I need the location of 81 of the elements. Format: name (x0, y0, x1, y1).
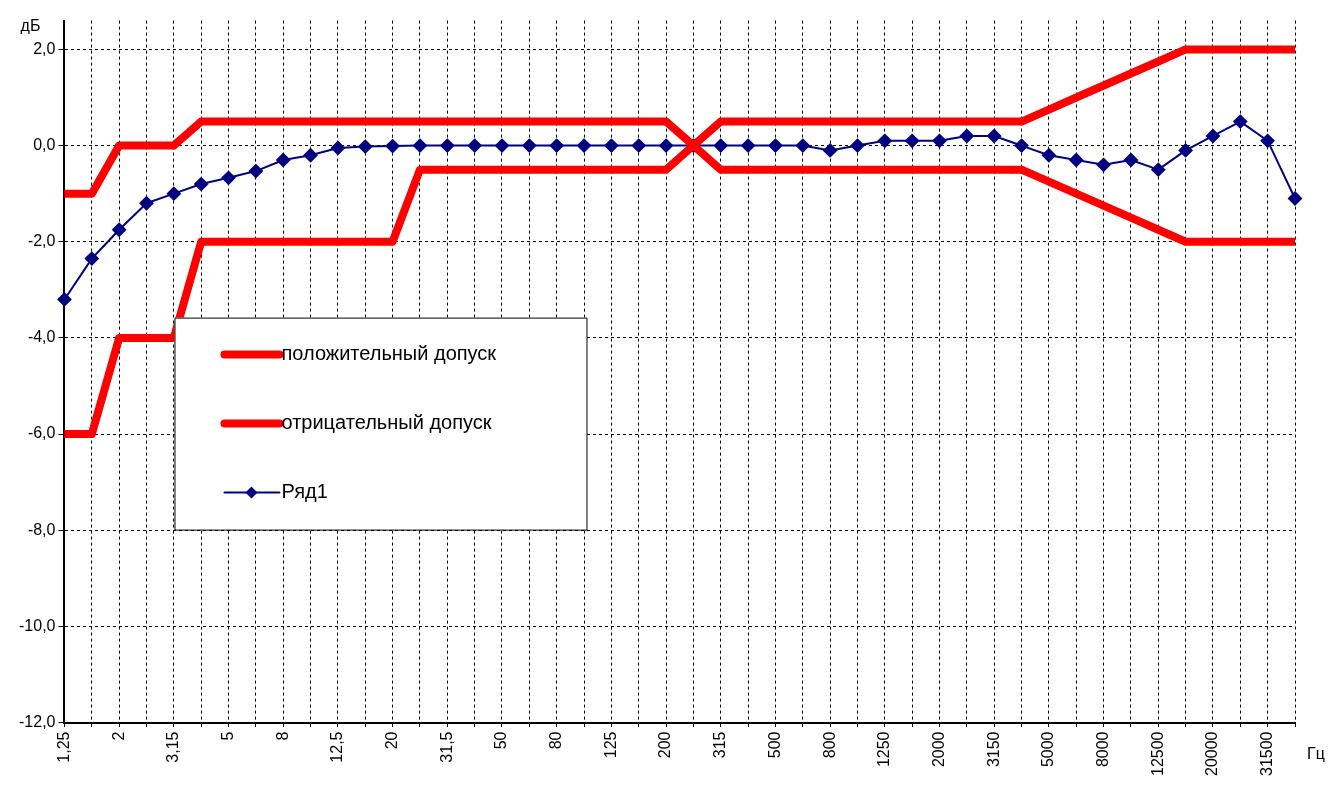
x-tick-label: 3,15 (164, 731, 182, 763)
point (412, 138, 427, 153)
y-tick-label: 2,0 (33, 39, 56, 57)
x-tick-label: 1,25 (54, 731, 72, 763)
y-axis-title: дБ (20, 17, 41, 35)
point (659, 138, 674, 153)
point (1233, 114, 1248, 129)
point (1123, 153, 1138, 168)
x-tick-label: 20 (383, 731, 401, 750)
point (57, 292, 72, 307)
x-tick-label: 2 (109, 731, 127, 741)
point (358, 139, 373, 154)
point (1288, 191, 1302, 206)
point (494, 138, 509, 153)
y-tick-label: -12,0 (19, 712, 56, 730)
point (1041, 148, 1056, 163)
point (1096, 157, 1111, 172)
y-tick-label: -6,0 (27, 424, 56, 442)
x-tick-label: 2000 (929, 731, 947, 768)
point (303, 148, 318, 163)
point (823, 143, 838, 158)
point (877, 133, 892, 148)
x-tick-label: 200 (656, 731, 674, 759)
point (932, 133, 947, 148)
y-tick-label: -4,0 (27, 328, 56, 346)
legend-label: положительный допуск (281, 342, 497, 365)
point (795, 138, 810, 153)
x-tick-label: 3150 (984, 731, 1002, 768)
point (1014, 138, 1029, 153)
x-tick-label: 20000 (1203, 731, 1221, 777)
point (522, 138, 537, 153)
x-tick-label: 12,5 (328, 731, 346, 763)
point (166, 186, 181, 201)
x-tick-label: 31,5 (437, 731, 455, 763)
point (1178, 143, 1193, 158)
point (631, 138, 646, 153)
x-tick-label: 8000 (1093, 731, 1111, 768)
point (577, 138, 592, 153)
x-tick-label: 50 (492, 731, 510, 750)
x-tick-label: 80 (547, 731, 565, 750)
x-tick-label: 5 (218, 731, 236, 741)
point (959, 128, 974, 143)
x-tick-label: 5000 (1039, 731, 1057, 768)
point (1260, 133, 1275, 148)
legend-label: Ряд1 (281, 480, 328, 503)
point (713, 138, 728, 153)
y-tick-label: -2,0 (27, 232, 56, 250)
y-tick-label: -10,0 (19, 616, 56, 634)
y-tick-label: -8,0 (27, 520, 56, 538)
point (604, 138, 619, 153)
point (1205, 128, 1220, 143)
point (194, 177, 209, 192)
point (850, 138, 865, 153)
point (1151, 162, 1166, 177)
point (467, 138, 482, 153)
point (330, 141, 345, 155)
x-tick-label: 8 (273, 731, 291, 741)
point (385, 139, 400, 154)
x-tick-label: 800 (820, 731, 838, 759)
x-tick-label: 500 (765, 731, 783, 759)
point (221, 170, 236, 185)
x-tick-label: 31500 (1258, 731, 1276, 777)
y-tick-label: 0,0 (33, 136, 56, 153)
x-tick-label: 1250 (875, 731, 893, 768)
point (276, 153, 291, 168)
point (987, 128, 1002, 143)
point (248, 164, 263, 179)
point (549, 138, 564, 153)
point (84, 251, 99, 266)
x-tick-label: 12500 (1148, 731, 1166, 777)
point (741, 138, 756, 153)
x-tick-label: 315 (711, 731, 729, 759)
point (139, 196, 154, 211)
point (1069, 153, 1084, 168)
x-axis-title: Гц (1307, 744, 1325, 762)
point (768, 138, 783, 153)
point (440, 138, 455, 153)
point (112, 222, 127, 237)
point (905, 133, 920, 148)
x-tick-label: 125 (601, 731, 619, 759)
legend-label: отрицательный допуск (281, 411, 492, 434)
